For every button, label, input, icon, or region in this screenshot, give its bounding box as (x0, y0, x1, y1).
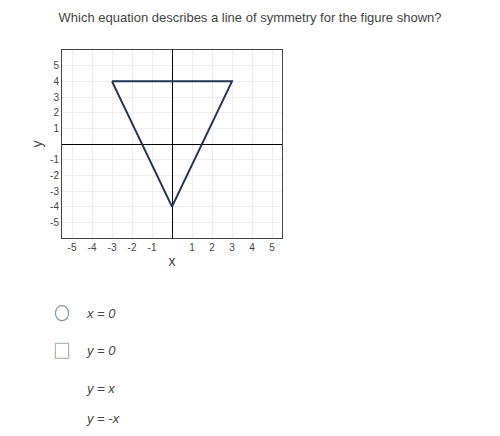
svg-text:-5: -5 (68, 242, 77, 253)
svg-text:-5: -5 (50, 217, 59, 228)
svg-text:3: 3 (229, 242, 235, 253)
svg-text:Which equation describes a lin: Which equation describes a line of symme… (59, 10, 442, 25)
svg-text:-4: -4 (50, 201, 59, 212)
svg-text:-2: -2 (128, 242, 137, 253)
svg-text:1: 1 (189, 242, 195, 253)
svg-text:-2: -2 (50, 170, 59, 181)
svg-text:5: 5 (53, 60, 59, 71)
svg-text:-3: -3 (50, 186, 59, 197)
svg-text:y = -x: y = -x (86, 411, 120, 426)
svg-text:-3: -3 (108, 242, 117, 253)
svg-text:y = 0: y = 0 (86, 343, 116, 358)
svg-text:-1: -1 (50, 154, 59, 165)
svg-text:1: 1 (53, 123, 59, 134)
svg-text:2: 2 (209, 242, 215, 253)
svg-text:y = x: y = x (86, 381, 115, 396)
svg-text:-4: -4 (88, 242, 97, 253)
svg-text:3: 3 (53, 92, 59, 103)
svg-text:y: y (29, 141, 45, 148)
svg-text:2: 2 (53, 107, 59, 118)
svg-text:-1: -1 (148, 242, 157, 253)
svg-text:x: x (169, 253, 176, 269)
svg-text:5: 5 (269, 242, 275, 253)
svg-text:x = 0: x = 0 (86, 306, 116, 321)
svg-text:4: 4 (53, 76, 59, 87)
svg-text:4: 4 (249, 242, 255, 253)
